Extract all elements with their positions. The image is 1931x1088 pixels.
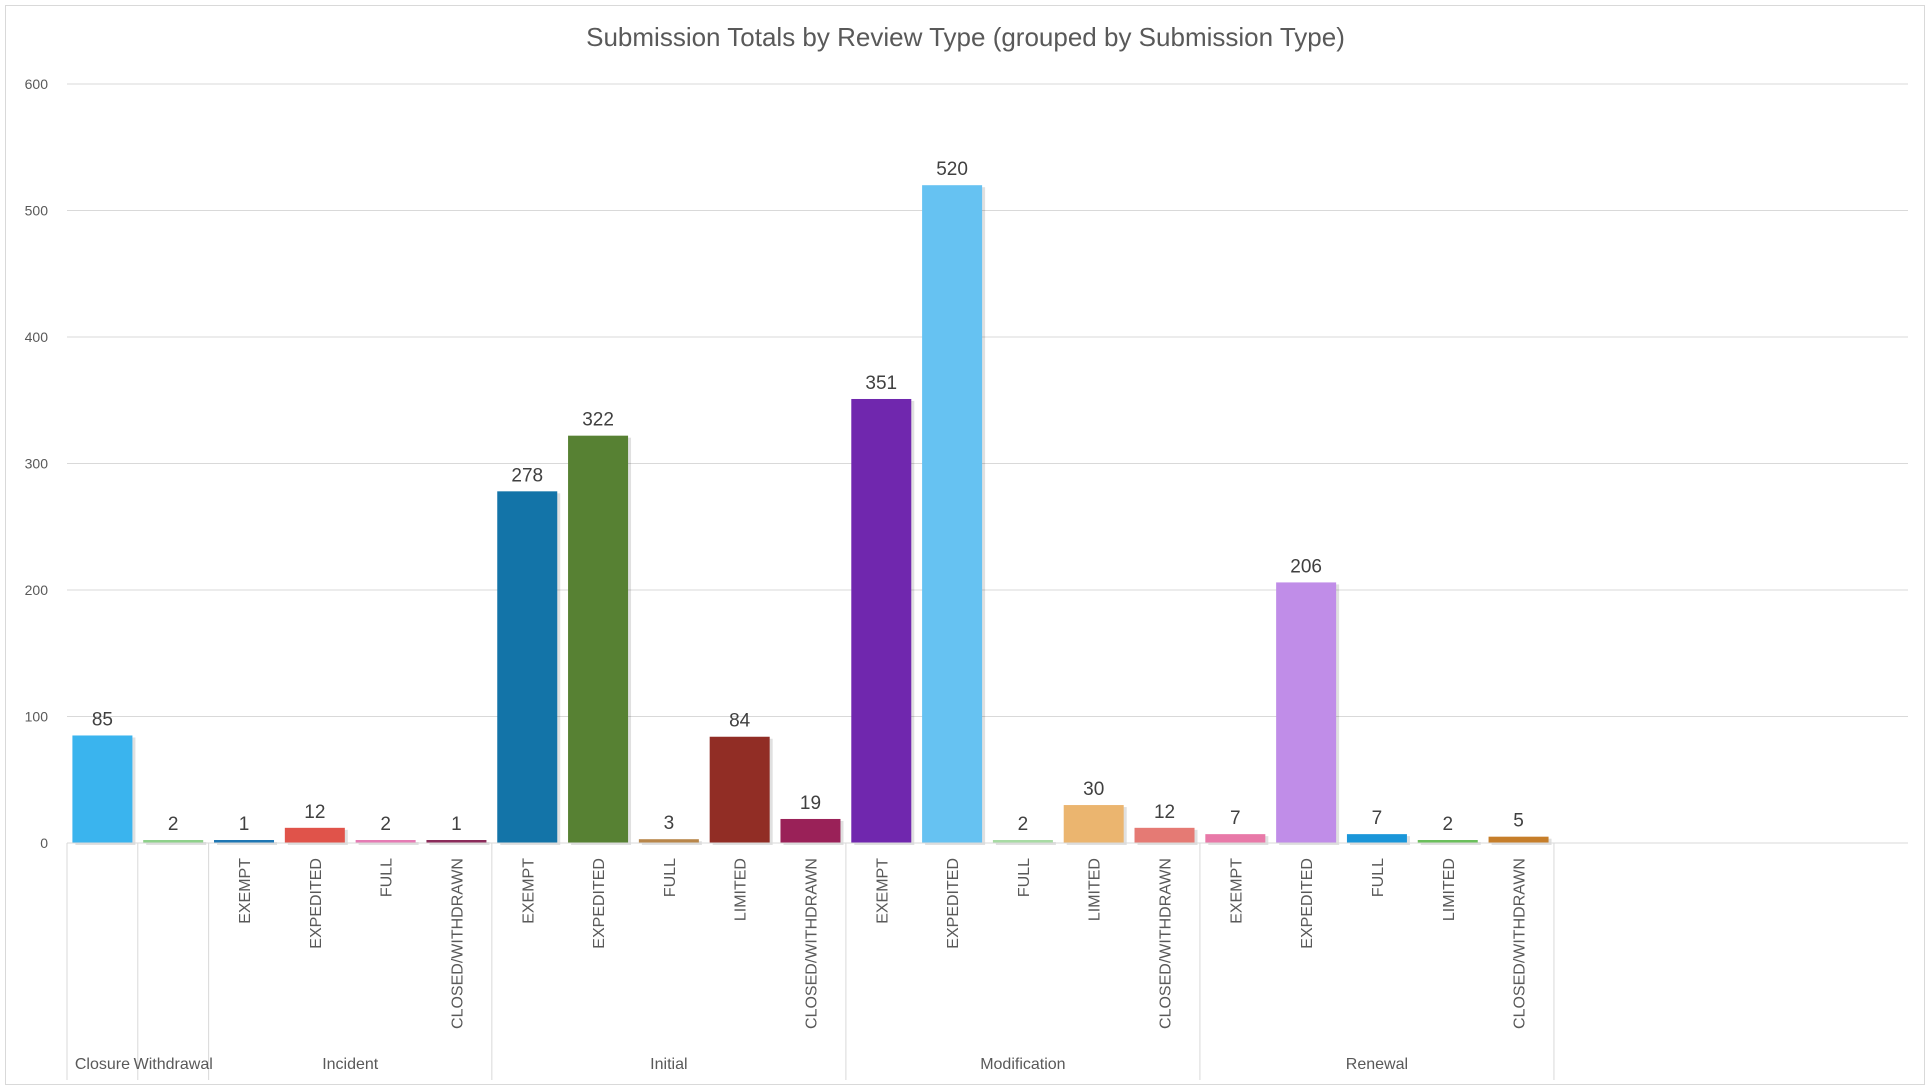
data-label: 84 [729, 711, 751, 732]
bar [1134, 827, 1195, 843]
bar [355, 840, 416, 843]
category-label: EXEMPT [874, 858, 891, 924]
bar [143, 840, 204, 843]
group-label: Initial [650, 1056, 687, 1073]
category-label: LIMITED [733, 858, 750, 921]
bar [1488, 836, 1549, 843]
data-label: 30 [1083, 779, 1104, 800]
y-tick-label: 500 [25, 203, 49, 219]
data-label: 7 [1372, 808, 1383, 829]
category-label: LIMITED [1087, 858, 1104, 921]
bar [568, 435, 629, 843]
category-label: EXPEDITED [945, 858, 962, 949]
group-label: Withdrawal [134, 1056, 213, 1073]
category-label: FULL [662, 858, 679, 897]
category-label: LIMITED [1441, 858, 1458, 921]
category-label: EXEMPT [237, 858, 254, 924]
bar [709, 736, 770, 843]
bar [1346, 834, 1407, 843]
category-label: EXEMPT [520, 858, 537, 924]
data-label: 12 [1154, 802, 1175, 823]
category-label: EXPEDITED [1299, 858, 1316, 949]
y-tick-label: 400 [25, 329, 49, 345]
group-label: Incident [322, 1056, 379, 1073]
group-label: Modification [980, 1056, 1065, 1073]
category-label: EXEMPT [1228, 858, 1245, 924]
group-label: Closure [75, 1056, 130, 1073]
bar [426, 840, 487, 843]
data-label: 3 [664, 813, 675, 834]
bar [922, 185, 983, 843]
data-label: 12 [304, 802, 325, 823]
bar [1063, 805, 1124, 843]
bar [284, 827, 345, 843]
category-label: CLOSED/WITHDRAWN [803, 858, 820, 1029]
bar [497, 491, 558, 843]
data-label: 520 [936, 159, 968, 180]
data-label: 1 [239, 814, 250, 835]
data-label: 322 [582, 410, 614, 431]
data-label: 2 [380, 814, 391, 835]
category-label: FULL [379, 858, 396, 897]
category-label: FULL [1370, 858, 1387, 897]
y-tick-label: 100 [25, 709, 49, 725]
y-tick-label: 200 [25, 582, 49, 598]
data-label: 2 [168, 814, 179, 835]
group-label: Renewal [1346, 1056, 1408, 1073]
bar [992, 840, 1053, 843]
data-label: 278 [511, 465, 543, 486]
data-label: 1 [451, 814, 462, 835]
bar [851, 398, 912, 843]
y-tick-label: 0 [40, 835, 48, 851]
data-label: 206 [1290, 556, 1322, 577]
y-tick-label: 300 [25, 456, 49, 472]
data-label: 5 [1513, 811, 1524, 832]
bar [1276, 582, 1337, 843]
bar [638, 839, 699, 843]
y-tick-label: 600 [25, 76, 49, 92]
bar [1417, 840, 1478, 843]
data-label: 19 [800, 793, 821, 814]
bar [214, 840, 275, 843]
bar [780, 818, 841, 843]
category-label: CLOSED/WITHDRAWN [449, 858, 466, 1029]
data-label: 7 [1230, 808, 1241, 829]
data-label: 85 [92, 709, 113, 730]
chart-title: Submission Totals by Review Type (groupe… [586, 22, 1345, 52]
category-label: CLOSED/WITHDRAWN [1512, 858, 1529, 1029]
category-label: EXPEDITED [308, 858, 325, 949]
bar [1205, 834, 1266, 843]
category-label: FULL [1016, 858, 1033, 897]
category-label: EXPEDITED [591, 858, 608, 949]
data-label: 2 [1018, 814, 1029, 835]
category-label: CLOSED/WITHDRAWN [1158, 858, 1175, 1029]
data-label: 351 [865, 373, 897, 394]
bar [72, 735, 133, 843]
data-label: 2 [1442, 814, 1453, 835]
